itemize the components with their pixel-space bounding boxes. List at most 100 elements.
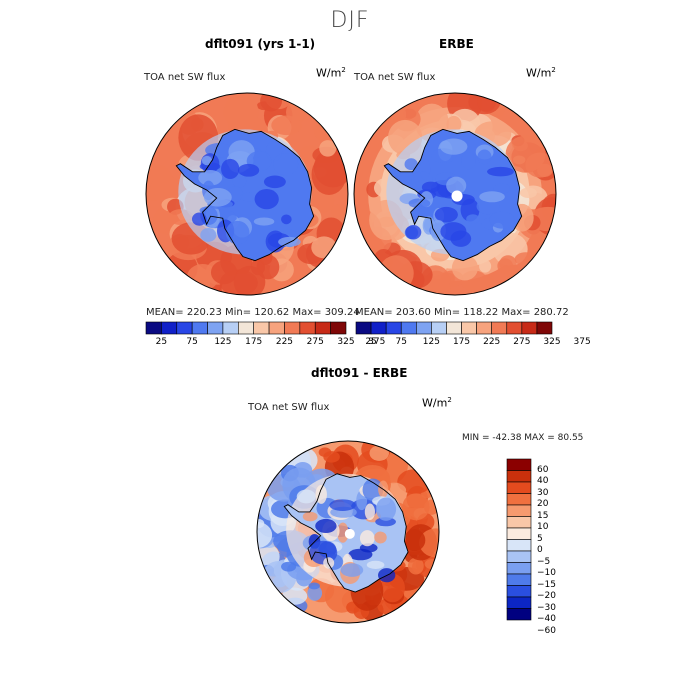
field-patch xyxy=(323,451,340,463)
continent-patch xyxy=(404,158,418,171)
colorbar-tick-label: 375 xyxy=(368,337,386,347)
continent-patch xyxy=(440,222,467,241)
colorbar-swatch xyxy=(476,321,492,335)
colorbar-swatch xyxy=(385,321,402,335)
panel3-stats: MIN = -42.38 MAX = 80.55 xyxy=(462,433,584,443)
colorbar-swatch xyxy=(506,550,532,563)
continent-patch xyxy=(263,175,286,189)
colorbar-swatch xyxy=(506,458,532,471)
colorbar-swatch xyxy=(536,321,553,335)
colorbar-swatch xyxy=(222,321,239,335)
continent-patch xyxy=(203,187,232,207)
continent-patch xyxy=(329,499,356,512)
colorbar-swatch xyxy=(506,527,532,540)
colorbar-swatch xyxy=(370,321,387,335)
colorbar-swatch xyxy=(506,539,532,552)
field-patch xyxy=(479,259,492,273)
continent-patch xyxy=(315,518,337,534)
field-patch xyxy=(210,260,238,285)
field-patch xyxy=(281,561,297,572)
continent-patch xyxy=(359,530,375,547)
colorbar-tick-label: 125 xyxy=(422,337,440,347)
continent-patch xyxy=(323,557,335,569)
field-patch xyxy=(308,582,320,590)
continent-patch xyxy=(232,174,247,188)
continent-patch xyxy=(191,212,207,226)
panel1-variable-label: TOA net SW flux xyxy=(144,72,226,83)
continent-patch xyxy=(364,503,375,521)
continent-patch xyxy=(337,522,349,543)
continent-patch xyxy=(296,489,316,504)
colorbar-tick-label: −30 xyxy=(537,602,556,613)
colorbar-tick-label: 225 xyxy=(483,337,501,347)
field-patch xyxy=(311,153,347,195)
field-patch xyxy=(514,252,537,267)
colorbar-tick-label: 225 xyxy=(275,337,294,347)
field-patch xyxy=(477,93,497,112)
colorbar-swatch xyxy=(506,596,532,609)
coastline xyxy=(383,128,523,262)
colorbar-tick-label: 325 xyxy=(543,337,561,347)
colorbar-swatch xyxy=(299,321,316,335)
continent-patch xyxy=(200,228,217,242)
continent-patch xyxy=(487,166,514,177)
panel2-title: ERBE xyxy=(439,37,474,51)
map-field xyxy=(146,93,348,295)
colorbar-tick-label: 10 xyxy=(537,522,549,532)
field-patch xyxy=(369,445,389,461)
panel3-units: W/m2 xyxy=(422,396,452,410)
colorbar-tick-label: 75 xyxy=(186,337,198,347)
colorbar-swatch xyxy=(314,321,331,335)
continent-patch xyxy=(359,543,378,553)
colorbar-swatch xyxy=(446,321,462,335)
panel3-polar-map xyxy=(256,440,440,624)
panel2-stats: MEAN= 203.60 Min= 118.22 Max= 280.72 xyxy=(355,307,569,318)
colorbar-tick-label: 325 xyxy=(337,337,355,347)
colorbar-swatch xyxy=(506,504,532,517)
colorbar-swatch xyxy=(238,321,254,335)
field-patch xyxy=(446,115,462,133)
colorbar-swatch xyxy=(253,321,270,335)
colorbar-swatch xyxy=(207,321,224,335)
colorbar-swatch xyxy=(506,493,532,506)
colorbar-tick-label: 175 xyxy=(245,337,263,347)
field-patch xyxy=(407,557,424,575)
season-title: DJF xyxy=(330,8,370,33)
continent-patch xyxy=(466,214,480,224)
continent-patch xyxy=(375,497,397,521)
colorbar-tick-label: 125 xyxy=(214,337,232,347)
continent-patch xyxy=(446,176,467,195)
field-patch xyxy=(378,255,414,292)
colorbar-tick-label: 175 xyxy=(452,337,471,347)
colorbar-tick-label: −15 xyxy=(537,579,556,590)
continent-patch xyxy=(461,152,476,170)
field-patch xyxy=(233,265,266,295)
colorbar-tick-label: 375 xyxy=(573,337,591,347)
continent-patch xyxy=(225,220,250,245)
map-border xyxy=(353,92,557,296)
panel3-colorbar xyxy=(506,458,532,621)
continent-patch xyxy=(198,169,223,186)
continent-patch xyxy=(253,217,275,226)
colorbar-tick-label: −5 xyxy=(537,556,551,567)
continent-patch xyxy=(340,563,364,577)
continent-patch xyxy=(405,225,422,240)
colorbar-tick-label: 275 xyxy=(306,337,324,347)
colorbar-tick-label: 40 xyxy=(537,476,549,486)
continent-patch xyxy=(281,214,292,225)
panel1-units: W/m2 xyxy=(316,66,346,80)
colorbar-swatch xyxy=(330,321,347,335)
colorbar-swatch xyxy=(176,321,193,335)
colorbar-swatch xyxy=(506,608,532,621)
field-patch xyxy=(451,255,478,281)
colorbar-swatch xyxy=(355,321,372,335)
continent-patch xyxy=(374,531,387,544)
colorbar-swatch xyxy=(506,321,523,335)
field-patch xyxy=(403,529,426,552)
panel1-stats: MEAN= 220.23 Min= 120.62 Max= 309.24 xyxy=(146,307,360,318)
field-patch xyxy=(260,93,283,112)
colorbar-swatch xyxy=(161,321,178,335)
colorbar-tick-label: 75 xyxy=(395,337,407,347)
continent-patch xyxy=(477,149,492,165)
field-patch xyxy=(319,140,337,157)
